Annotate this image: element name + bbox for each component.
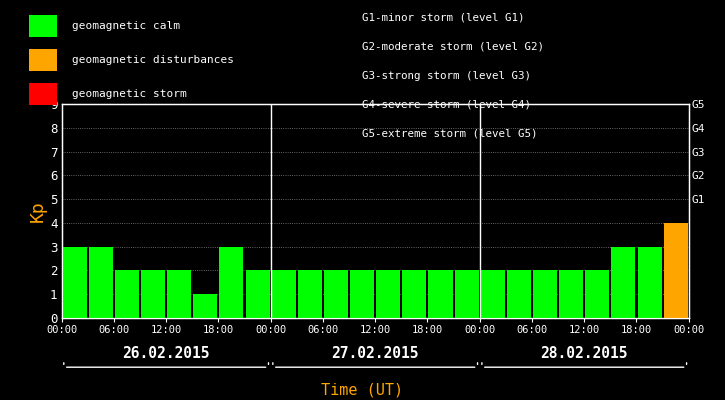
Bar bbox=[533, 270, 557, 318]
Text: G3-strong storm (level G3): G3-strong storm (level G3) bbox=[362, 70, 531, 81]
Bar bbox=[272, 270, 296, 318]
Bar bbox=[324, 270, 348, 318]
Bar bbox=[141, 270, 165, 318]
Bar bbox=[428, 270, 452, 318]
Bar bbox=[194, 294, 218, 318]
Bar bbox=[507, 270, 531, 318]
Text: 27.02.2015: 27.02.2015 bbox=[331, 346, 419, 362]
Bar bbox=[62, 247, 87, 318]
Text: G2-moderate storm (level G2): G2-moderate storm (level G2) bbox=[362, 42, 544, 52]
Text: 26.02.2015: 26.02.2015 bbox=[123, 346, 210, 362]
Bar bbox=[481, 270, 505, 318]
Bar bbox=[663, 223, 688, 318]
Y-axis label: Kp: Kp bbox=[29, 200, 47, 222]
Text: Time (UT): Time (UT) bbox=[321, 382, 404, 398]
Text: geomagnetic disturbances: geomagnetic disturbances bbox=[72, 55, 234, 65]
Text: G4-severe storm (level G4): G4-severe storm (level G4) bbox=[362, 99, 531, 109]
Bar bbox=[402, 270, 426, 318]
Bar bbox=[115, 270, 139, 318]
Bar bbox=[455, 270, 478, 318]
Bar bbox=[220, 247, 244, 318]
Text: geomagnetic storm: geomagnetic storm bbox=[72, 89, 187, 99]
Text: G1-minor storm (level G1): G1-minor storm (level G1) bbox=[362, 13, 525, 23]
Bar bbox=[637, 247, 662, 318]
Bar bbox=[376, 270, 400, 318]
Bar bbox=[350, 270, 374, 318]
Text: geomagnetic calm: geomagnetic calm bbox=[72, 21, 181, 31]
Bar bbox=[611, 247, 635, 318]
Bar bbox=[246, 270, 270, 318]
Text: 28.02.2015: 28.02.2015 bbox=[540, 346, 628, 362]
Bar bbox=[88, 247, 113, 318]
Text: G5-extreme storm (level G5): G5-extreme storm (level G5) bbox=[362, 128, 538, 138]
Bar bbox=[559, 270, 583, 318]
Bar bbox=[585, 270, 609, 318]
Bar bbox=[298, 270, 322, 318]
Bar bbox=[167, 270, 191, 318]
